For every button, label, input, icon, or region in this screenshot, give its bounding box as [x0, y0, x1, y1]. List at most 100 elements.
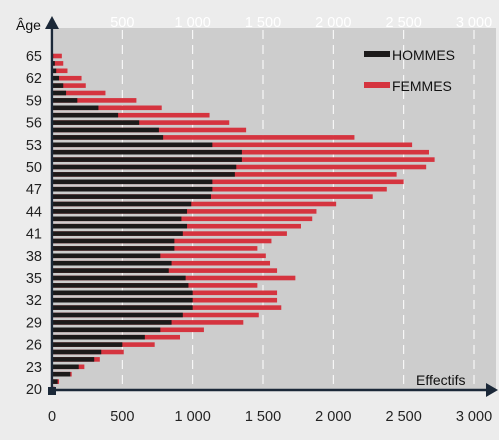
y-axis-title: Âge — [16, 17, 41, 33]
bar-hommes-53 — [52, 142, 213, 148]
bar-hommes-41 — [52, 231, 183, 236]
bottom-x-tick-labels: 0 500 1 000 1 500 2 000 2 500 3 000 — [48, 409, 492, 425]
bar-hommes-63 — [52, 68, 57, 74]
bar-femmes-65 — [52, 53, 62, 59]
bar-hommes-30 — [52, 312, 183, 318]
bar-femmes-47 — [52, 186, 387, 192]
bar-hommes-51 — [52, 157, 242, 162]
y-tick-label: 26 — [26, 338, 42, 354]
bar-hommes-48 — [52, 179, 213, 185]
bar-femmes-46 — [52, 194, 373, 199]
x-tick-label-top: 500 — [110, 15, 134, 31]
bar-femmes-58 — [52, 105, 162, 111]
bar-femmes-45 — [52, 201, 337, 207]
legend-swatch-femmes — [364, 82, 390, 88]
bar-hommes-27 — [52, 334, 145, 340]
bar-femmes-59 — [52, 98, 137, 103]
bar-hommes-42 — [52, 223, 188, 229]
bar-hommes-60 — [52, 90, 67, 96]
bar-hommes-47 — [52, 186, 213, 192]
x-tick-label: 0 — [48, 409, 56, 425]
bar-hommes-39 — [52, 246, 175, 251]
bar-femmes-53 — [52, 142, 413, 148]
bar-hommes-26 — [52, 342, 123, 347]
x-axis-title: Effectifs — [416, 372, 466, 388]
bar-femmes-50 — [52, 164, 427, 170]
y-tick-label: 41 — [26, 227, 42, 243]
bar-femmes-63 — [52, 68, 68, 74]
bar-hommes-25 — [52, 349, 102, 355]
bar-hommes-45 — [52, 201, 192, 207]
x-tick-label: 1 500 — [245, 409, 281, 425]
x-tick-label: 2 000 — [315, 409, 351, 425]
bar-femmes-54 — [52, 135, 355, 140]
bar-hommes-59 — [52, 98, 78, 103]
bar-series-group — [52, 53, 435, 392]
bar-hommes-64 — [52, 61, 55, 66]
x-axis-arrow — [486, 383, 498, 397]
bar-femmes-56 — [52, 120, 230, 125]
bar-femmes-43 — [52, 216, 313, 222]
y-tick-label: 44 — [26, 204, 42, 220]
bar-femmes-61 — [52, 83, 86, 88]
bar-hommes-35 — [52, 275, 186, 281]
bar-hommes-40 — [52, 238, 175, 244]
y-tick-label: 23 — [26, 360, 42, 376]
y-tick-label: 65 — [26, 49, 42, 65]
bar-femmes-51 — [52, 157, 435, 162]
bar-hommes-52 — [52, 149, 242, 155]
top-x-tick-labels: 500 1 000 1 500 2 000 2 500 3 000 — [110, 15, 492, 31]
y-tick-label: 32 — [26, 293, 42, 309]
y-tick-label: 35 — [26, 271, 42, 287]
x-tick-label-top: 1 500 — [245, 15, 281, 31]
bar-hommes-43 — [52, 216, 182, 222]
y-axis-arrow — [45, 16, 59, 29]
bar-hommes-32 — [52, 297, 193, 303]
bar-hommes-23 — [52, 364, 79, 370]
bar-hommes-55 — [52, 127, 159, 133]
bar-hommes-38 — [52, 253, 161, 259]
bar-hommes-34 — [52, 283, 189, 288]
y-tick-label: 59 — [26, 93, 42, 109]
bar-hommes-46 — [52, 194, 211, 199]
y-tick-label: 53 — [26, 138, 42, 154]
y-tick-label: 56 — [26, 116, 42, 132]
bar-hommes-49 — [52, 172, 235, 177]
legend-label-hommes: HOMMES — [392, 47, 455, 63]
bar-femmes-62 — [52, 75, 82, 81]
legend-label-femmes: FEMMES — [392, 78, 452, 94]
x-tick-label-top: 2 500 — [386, 15, 422, 31]
bar-hommes-54 — [52, 135, 164, 140]
bar-femmes-60 — [52, 90, 106, 96]
bar-femmes-57 — [52, 112, 210, 118]
bar-hommes-24 — [52, 357, 95, 362]
bar-hommes-36 — [52, 268, 169, 273]
bar-hommes-22 — [52, 371, 71, 377]
bar-hommes-37 — [52, 260, 172, 266]
y-tick-label: 50 — [26, 160, 42, 176]
bar-hommes-29 — [52, 320, 172, 325]
legend: HOMMES FEMMES — [364, 47, 455, 94]
bar-hommes-28 — [52, 327, 161, 333]
bar-hommes-31 — [52, 305, 193, 310]
y-tick-label: 62 — [26, 71, 42, 87]
bar-hommes-58 — [52, 105, 99, 111]
bar-hommes-57 — [52, 112, 119, 118]
y-tick-label: 38 — [26, 249, 42, 265]
x-tick-label: 500 — [110, 409, 134, 425]
x-tick-label-top: 2 000 — [315, 15, 351, 31]
bar-hommes-62 — [52, 75, 60, 81]
x-tick-label: 2 500 — [386, 409, 422, 425]
bar-hommes-33 — [52, 290, 193, 296]
bar-hommes-44 — [52, 209, 188, 214]
bar-femmes-48 — [52, 179, 404, 185]
y-tick-label: 47 — [26, 182, 42, 198]
bar-hommes-50 — [52, 164, 237, 170]
x-tick-label: 1 000 — [175, 409, 211, 425]
x-tick-label-top: 1 000 — [175, 15, 211, 31]
y-tick-labels: 20 23 26 29 32 35 38 41 44 47 50 53 56 59 62 65 — [26, 49, 42, 398]
x-tick-label-top: 3 000 — [456, 15, 492, 31]
bar-hommes-61 — [52, 83, 64, 88]
y-tick-label: 29 — [26, 315, 42, 331]
